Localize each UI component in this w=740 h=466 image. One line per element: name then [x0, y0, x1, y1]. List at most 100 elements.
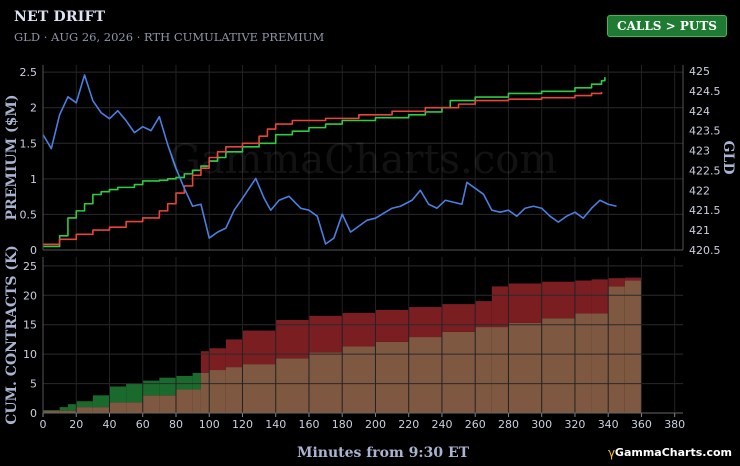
contracts-y-tick-label: 0 — [30, 407, 37, 420]
chart-axes — [42, 65, 684, 417]
x-tick-label: 200 — [365, 418, 386, 431]
calls-lead-area — [59, 407, 68, 411]
puts-lead-area — [491, 286, 509, 328]
contracts-base-area — [200, 372, 210, 413]
contracts-base-area — [591, 313, 609, 413]
premium-y-tick-label: 0 — [30, 244, 37, 257]
calls-vs-puts-badge[interactable]: CALLS > PUTS — [607, 15, 727, 37]
contracts-y-tick-label: 10 — [23, 348, 37, 361]
contracts-base-area — [475, 327, 492, 413]
puts-lead-area — [408, 307, 442, 338]
x-tick-label: 140 — [265, 418, 286, 431]
contracts-base-area — [59, 410, 68, 413]
x-tick-label: 320 — [564, 418, 585, 431]
x-tick-label: 280 — [498, 418, 519, 431]
puts-lead-area — [242, 330, 276, 365]
x-tick-label: 380 — [664, 418, 685, 431]
calls-lead-area — [192, 372, 201, 390]
puts-lead-area — [342, 312, 376, 347]
premium-axis-title: PREMIUM ($M) — [4, 95, 20, 221]
contracts-y-tick-label: 5 — [30, 378, 37, 391]
premium-y-tick-label: 2 — [30, 102, 37, 115]
premium-y-tick-label: 2.5 — [20, 66, 38, 79]
watermark-text: GammaCharts.com — [169, 137, 558, 183]
puts-lead-area — [475, 301, 492, 328]
contracts-base-area — [342, 346, 376, 413]
contracts-base-area — [225, 367, 243, 413]
gld-y-tick-label: 423 — [689, 145, 710, 158]
calls-lead-area — [175, 375, 193, 390]
contracts-base-area — [142, 395, 160, 413]
contracts-base-area — [67, 410, 77, 413]
gld-y-tick-label: 423.5 — [689, 125, 721, 138]
gld-premium-line — [42, 74, 617, 245]
puts-lead-area — [624, 277, 642, 281]
chart-subtitle: GLD · AUG 26, 2026 · RTH CUMULATIVE PREM… — [14, 30, 325, 44]
contracts-base-area — [92, 407, 110, 413]
contracts-base-area — [508, 322, 542, 413]
premium-y-tick-label: 1.5 — [20, 137, 38, 150]
brand-text: GammaCharts.com — [615, 446, 732, 459]
contracts-base-area — [43, 410, 60, 413]
contracts-base-area — [574, 313, 592, 413]
gld-y-tick-label: 422.5 — [689, 164, 721, 177]
contracts-base-area — [209, 370, 226, 413]
contracts-base-area — [541, 318, 575, 413]
calls-lead-area — [142, 380, 160, 396]
x-tick-label: 40 — [102, 418, 116, 431]
x-tick-label: 240 — [431, 418, 452, 431]
contracts-axis-title: CUM. CONTRACTS (K) — [4, 245, 20, 425]
puts-lead-area — [508, 283, 542, 323]
contracts-base-area — [275, 358, 309, 413]
calls-lead-area — [109, 386, 127, 403]
contracts-base-area — [242, 364, 276, 413]
x-tick-label: 300 — [531, 418, 552, 431]
premium-y-tick-label: 0.5 — [20, 208, 38, 221]
x-tick-label: 180 — [332, 418, 353, 431]
contracts-base-area — [491, 327, 509, 413]
puts-lead-area — [574, 280, 592, 314]
gld-y-tick-label: 420.5 — [689, 244, 721, 257]
gld-y-tick-label: 424 — [689, 105, 710, 118]
contracts-y-tick-label: 20 — [23, 289, 37, 302]
x-tick-label: 0 — [40, 418, 47, 431]
puts-lead-area — [209, 348, 226, 371]
calls-lead-area — [159, 377, 176, 396]
gld-y-tick-label: 421 — [689, 224, 710, 237]
calls-lead-area — [126, 383, 143, 403]
premium-lines — [42, 74, 617, 248]
calls-lead-area — [43, 410, 60, 411]
x-tick-label: 80 — [169, 418, 183, 431]
x-tick-label: 100 — [199, 418, 220, 431]
puts-lead-area — [275, 319, 309, 359]
puts-lead-area — [608, 278, 625, 287]
puts-lead-area — [375, 309, 409, 342]
puts-lead-area — [308, 315, 343, 353]
page-title: NET DRIFT — [14, 9, 106, 25]
gld-y-tick-label: 421.5 — [689, 204, 721, 217]
x-tick-label: 120 — [232, 418, 253, 431]
calls-lead-area — [67, 404, 77, 411]
brand-logo: GammaCharts.com γ — [608, 446, 732, 460]
contracts-base-area — [441, 331, 476, 413]
gld-y-tick-label: 422 — [689, 184, 710, 197]
contracts-base-area — [192, 389, 201, 413]
puts-premium-line — [43, 92, 603, 246]
puts-lead-area — [200, 351, 210, 373]
contracts-base-area — [175, 389, 193, 413]
puts-lead-area — [591, 279, 609, 314]
contracts-base-area — [109, 402, 127, 413]
contracts-base-area — [408, 337, 442, 413]
contracts-base-area — [308, 352, 343, 413]
x-axis-title: Minutes from 9:30 ET — [297, 445, 470, 461]
calls-lead-area — [92, 395, 110, 408]
puts-lead-area — [441, 304, 476, 332]
x-tick-label: 360 — [631, 418, 652, 431]
gld-y-tick-label: 424.5 — [689, 85, 721, 98]
contracts-base-area — [624, 280, 642, 413]
gld-axis-title: GLD — [720, 141, 736, 175]
puts-lead-area — [541, 281, 575, 319]
gld-y-tick-label: 425 — [689, 65, 710, 78]
x-tick-label: 60 — [136, 418, 150, 431]
